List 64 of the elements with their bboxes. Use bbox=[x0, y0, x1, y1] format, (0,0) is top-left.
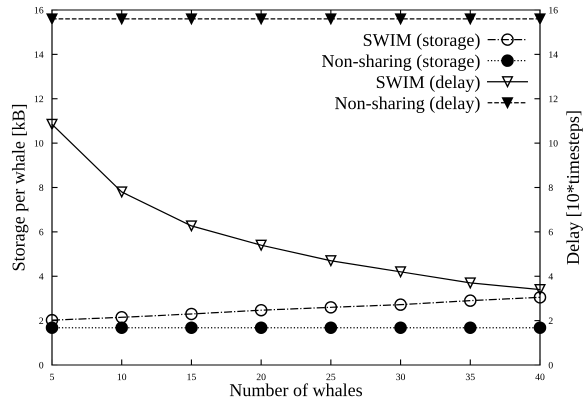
y2-tick-label: 12 bbox=[549, 96, 558, 102]
y2-tick-label: 6 bbox=[548, 228, 553, 236]
point bbox=[324, 321, 338, 334]
y-tick-label: 6 bbox=[39, 228, 44, 236]
point bbox=[534, 291, 546, 304]
point bbox=[325, 255, 336, 266]
point bbox=[395, 13, 406, 24]
point bbox=[46, 321, 58, 334]
y-tick-label: 12 bbox=[34, 96, 44, 102]
point bbox=[254, 304, 268, 316]
y-tick-label: 0 bbox=[39, 362, 44, 368]
y-tick-label: 10 bbox=[34, 140, 44, 147]
y2-tick-label: 4 bbox=[548, 273, 554, 280]
point bbox=[394, 298, 407, 311]
point bbox=[254, 321, 268, 334]
point bbox=[256, 13, 267, 24]
y-tick-label: 14 bbox=[34, 51, 44, 58]
point bbox=[534, 321, 546, 334]
x-axis-title: Number of whales bbox=[230, 383, 362, 396]
x-tick-label: 25 bbox=[326, 374, 336, 380]
y-tick-label: 16 bbox=[34, 6, 44, 14]
y-tick-label: 2 bbox=[39, 318, 44, 324]
x-tick-label: 40 bbox=[535, 374, 544, 380]
x-tick-label: 10 bbox=[118, 374, 126, 380]
point bbox=[185, 308, 198, 320]
y2-tick-label: 16 bbox=[549, 6, 558, 14]
point bbox=[115, 311, 128, 324]
point bbox=[46, 118, 58, 130]
y2-tick-label: 0 bbox=[548, 362, 553, 368]
point bbox=[464, 13, 476, 24]
point bbox=[325, 13, 336, 24]
legend-label: SWIM (storage) bbox=[364, 33, 480, 50]
y-axis-title: Storage per whale [kB] bbox=[12, 104, 28, 270]
point bbox=[116, 13, 128, 24]
x-tick-label: 5 bbox=[50, 374, 54, 380]
y2-axis-title: Delay [10*timesteps] bbox=[566, 111, 583, 264]
point bbox=[464, 294, 477, 307]
point bbox=[256, 240, 267, 251]
point bbox=[464, 277, 476, 288]
y2-tick-label: 14 bbox=[549, 51, 558, 58]
y2-tick-label: 10 bbox=[549, 140, 558, 147]
point bbox=[464, 321, 477, 334]
y2-tick-label: 2 bbox=[548, 318, 553, 324]
point bbox=[394, 321, 407, 334]
legend-label: SWIM (delay) bbox=[376, 75, 480, 92]
legend-label: Non-sharing (delay) bbox=[335, 96, 480, 113]
point bbox=[46, 13, 58, 24]
point bbox=[186, 13, 197, 24]
x-tick-label: 30 bbox=[396, 374, 406, 380]
point bbox=[534, 284, 546, 296]
y2-tick-label: 8 bbox=[548, 184, 553, 191]
point bbox=[115, 321, 128, 334]
point bbox=[534, 13, 546, 24]
legend-label: Non-sharing (storage) bbox=[322, 54, 480, 71]
point bbox=[186, 220, 197, 232]
y-tick-label: 8 bbox=[39, 184, 44, 191]
x-tick-label: 20 bbox=[256, 374, 266, 380]
x-tick-label: 15 bbox=[187, 374, 196, 380]
x-tick-label: 35 bbox=[466, 374, 475, 380]
point bbox=[116, 186, 128, 198]
point bbox=[185, 321, 198, 334]
point bbox=[324, 301, 338, 314]
y-tick-label: 4 bbox=[38, 273, 44, 280]
point bbox=[395, 266, 406, 278]
